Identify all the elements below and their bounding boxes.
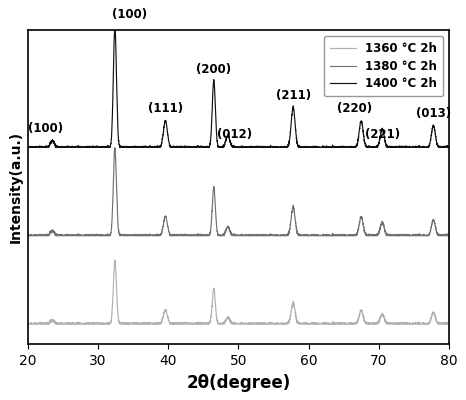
- 1360 °C 2h: [226, 314, 231, 319]
- 1400 °C 2h: [412, 145, 418, 150]
- Line: 1360 °C 2h: 1360 °C 2h: [28, 260, 449, 324]
- 1400 °C 2h: [25, 145, 31, 150]
- 1380 °C 2h: [202, 233, 208, 238]
- 1400 °C 2h: [25, 145, 31, 150]
- 1380 °C 2h: [206, 233, 211, 238]
- Text: (200): (200): [196, 62, 232, 76]
- Text: (012): (012): [217, 128, 253, 141]
- Legend: 1360 °C 2h, 1380 °C 2h, 1400 °C 2h: 1360 °C 2h, 1380 °C 2h, 1400 °C 2h: [324, 36, 443, 96]
- 1380 °C 2h: [331, 233, 337, 238]
- 1400 °C 2h: [331, 145, 337, 150]
- 1360 °C 2h: [206, 322, 211, 326]
- Text: (100): (100): [28, 122, 63, 135]
- 1380 °C 2h: [226, 224, 231, 229]
- Line: 1380 °C 2h: 1380 °C 2h: [28, 148, 449, 236]
- 1400 °C 2h: [112, 23, 117, 28]
- 1400 °C 2h: [226, 132, 231, 137]
- 1380 °C 2h: [25, 233, 31, 238]
- 1380 °C 2h: [446, 233, 452, 238]
- 1380 °C 2h: [433, 228, 439, 233]
- 1400 °C 2h: [433, 138, 439, 142]
- Text: (111): (111): [148, 102, 183, 116]
- 1360 °C 2h: [25, 322, 31, 326]
- 1400 °C 2h: [206, 145, 211, 150]
- Text: (221): (221): [364, 128, 400, 141]
- Y-axis label: Intensity(a.u.): Intensity(a.u.): [8, 131, 22, 243]
- 1360 °C 2h: [112, 258, 117, 262]
- 1360 °C 2h: [412, 322, 418, 326]
- Line: 1400 °C 2h: 1400 °C 2h: [28, 26, 449, 148]
- X-axis label: 2θ(degree): 2θ(degree): [186, 374, 290, 392]
- 1360 °C 2h: [331, 322, 337, 326]
- Text: (220): (220): [336, 102, 372, 116]
- 1380 °C 2h: [412, 233, 418, 238]
- Text: (013): (013): [416, 107, 451, 120]
- 1400 °C 2h: [202, 145, 208, 150]
- 1380 °C 2h: [25, 233, 31, 238]
- 1360 °C 2h: [25, 321, 31, 326]
- 1360 °C 2h: [446, 321, 452, 326]
- 1400 °C 2h: [446, 145, 452, 150]
- 1360 °C 2h: [202, 322, 208, 326]
- Text: (211): (211): [275, 89, 311, 102]
- 1380 °C 2h: [112, 145, 117, 150]
- Text: (100): (100): [112, 8, 147, 21]
- 1360 °C 2h: [433, 318, 439, 323]
